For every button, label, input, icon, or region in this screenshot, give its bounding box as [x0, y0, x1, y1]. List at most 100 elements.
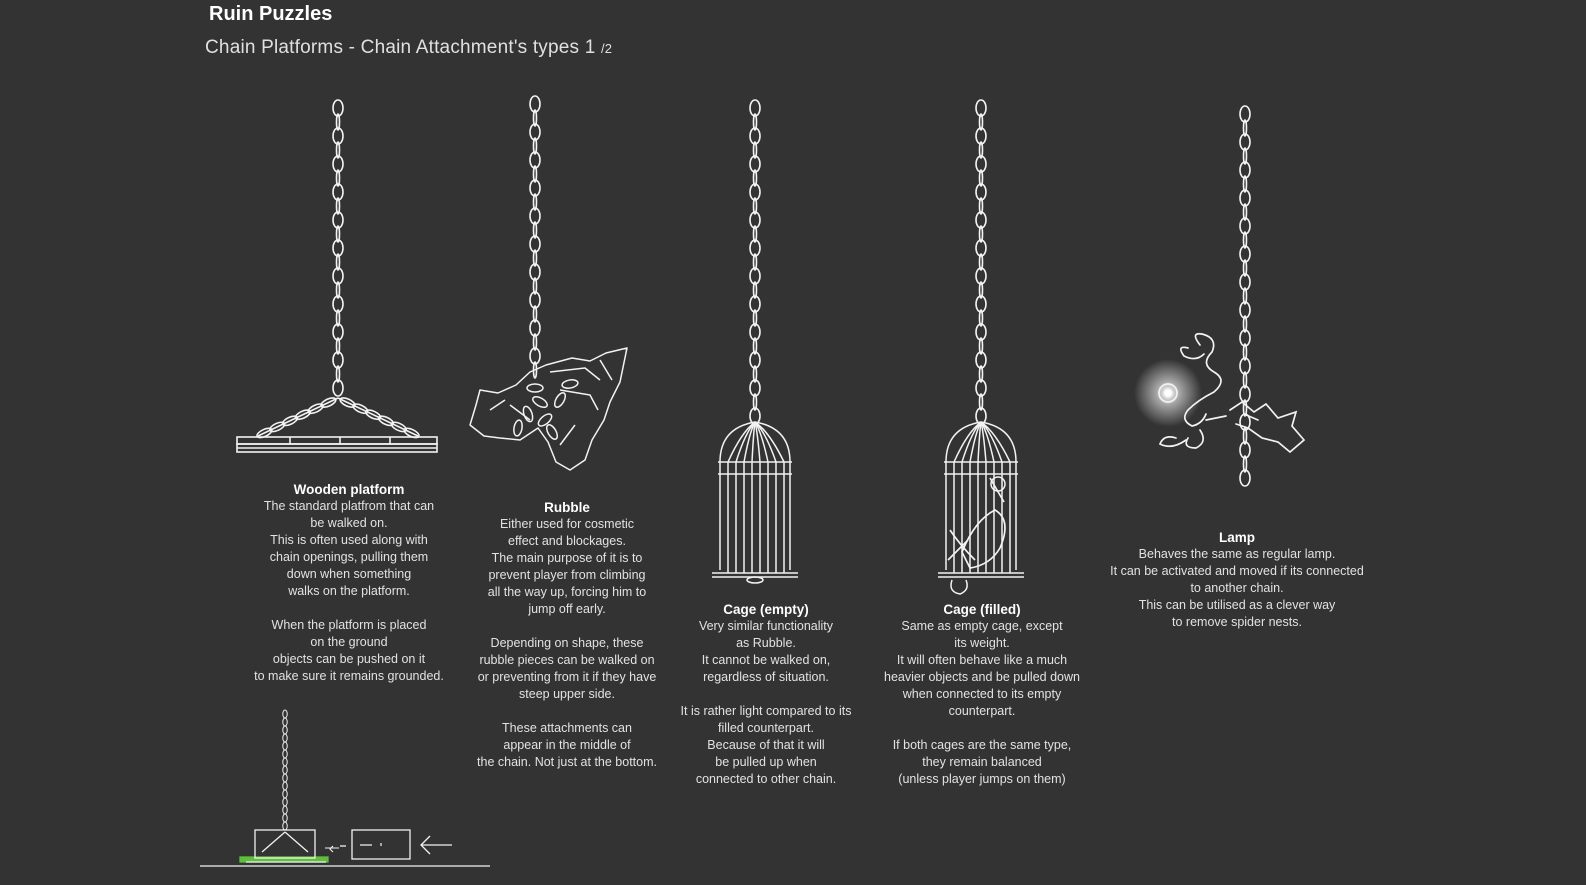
description-line: It cannot be walked on, [701, 653, 831, 667]
description-line: chain openings, pulling them [269, 550, 429, 564]
description-line: walks on the platform. [288, 584, 410, 598]
wooden-platform-illustration [236, 397, 438, 453]
description-line: steep upper side. [519, 687, 615, 701]
page-subtitle: Chain Platforms - Chain Attachment's typ… [205, 37, 612, 59]
chain-link [749, 295, 761, 313]
chain-link [282, 733, 288, 743]
description-line: to another chain. [1190, 581, 1284, 595]
attachment-name: Rubble [544, 500, 590, 515]
description-line: to make sure it remains grounded. [254, 669, 444, 683]
chain-link [339, 397, 356, 408]
chain-link [975, 99, 987, 117]
chain-link [1239, 189, 1251, 207]
chain-link [1242, 399, 1248, 417]
description-line: Same as empty cage, except [901, 619, 1063, 633]
chain-link [978, 337, 984, 355]
chain-link [529, 347, 541, 365]
chain-link [282, 749, 288, 759]
chain-link [978, 365, 984, 383]
description-line: Behaves the same as regular lamp. [1138, 547, 1336, 561]
chain-link [335, 281, 341, 299]
chain-link [526, 383, 544, 393]
chain-link [752, 337, 758, 355]
description-line: If both cages are the same type, [892, 738, 1072, 752]
chain-link [752, 141, 758, 159]
chain-link [1242, 231, 1248, 249]
attachment-rubble: Rubble Either used for cosmetic effect and… [464, 499, 670, 771]
chain-link [529, 263, 541, 281]
chain-link [335, 169, 341, 187]
chain-link [975, 127, 987, 145]
chain-link [282, 757, 288, 767]
chain-link [975, 211, 987, 229]
chain-link [749, 323, 761, 341]
attachment-lamp: Lamp Behaves the same as regular lamp. It … [1092, 529, 1382, 631]
chain-link [1242, 343, 1248, 361]
description-line: This can be utilised as a clever way [1138, 598, 1336, 612]
chain-link [532, 137, 538, 155]
chain-link [978, 113, 984, 131]
chain-link [749, 239, 761, 257]
chain-link [332, 379, 344, 397]
grounded-platform-push-diagram [200, 709, 490, 867]
chain-link [975, 295, 987, 313]
chain-link [1242, 455, 1248, 473]
chain-link [553, 392, 567, 408]
chain-link [282, 821, 288, 831]
chain-link [1242, 287, 1248, 305]
chain-link [1242, 175, 1248, 193]
chain-link [1239, 133, 1251, 151]
description-line: all the way up, forcing him to [487, 585, 647, 599]
chain-link [749, 183, 761, 201]
chain-link [1239, 161, 1251, 179]
chain-link [752, 169, 758, 187]
chain-link [1239, 441, 1251, 459]
subtitle-text: Chain Platforms - Chain Attachment's typ… [205, 37, 596, 58]
paragraph-gap [666, 686, 866, 703]
description-line: rubble pieces can be walked on [479, 653, 655, 667]
description-line: prevent player from climbing [488, 568, 646, 582]
chain-link [282, 789, 288, 799]
chain-link [537, 413, 553, 427]
chain-link [1239, 329, 1251, 347]
page-title: Ruin Puzzles [209, 3, 333, 25]
chain-link [282, 717, 288, 727]
chain-link [1242, 371, 1248, 389]
description-line: It can be activated and moved if its con… [1110, 564, 1364, 578]
chain-link [752, 365, 758, 383]
chain-link [532, 165, 538, 183]
attachment-name: Cage (empty) [723, 602, 809, 617]
chain-link [320, 397, 337, 408]
chain-link [513, 419, 523, 437]
chain-link [282, 773, 288, 783]
chain-link [332, 351, 344, 369]
chain-link [332, 127, 344, 145]
chain-link [1242, 259, 1248, 277]
description-line: appear in the middle of [503, 738, 631, 752]
description-line: It is rather light compared to its [680, 704, 852, 718]
description-line: The standard platfrom that can [263, 499, 435, 513]
description-line: they remain balanced [922, 755, 1042, 769]
attachment-wooden-platform: Wooden platform The standard platfrom tha… [244, 481, 454, 685]
chain-link [332, 267, 344, 285]
chain-link [1239, 217, 1251, 235]
chain-link [532, 277, 538, 295]
page-marker: /2 [600, 41, 613, 56]
chain-link [561, 379, 579, 389]
chain-link [749, 211, 761, 229]
chain-link [975, 155, 987, 173]
chain-link [1239, 245, 1251, 263]
attachment-name: Wooden platform [293, 482, 405, 497]
description-line: Because of that it will [707, 738, 825, 752]
paragraph-gap [464, 618, 670, 635]
description-line: when connected to its empty [902, 687, 1062, 701]
chain-link [522, 405, 534, 423]
description-line: effect and blockages. [508, 534, 626, 548]
chain-link [752, 225, 758, 243]
chain-link [975, 351, 987, 369]
chain-link [532, 305, 538, 323]
chain-link [975, 267, 987, 285]
chain-link [749, 379, 761, 397]
chain-link [749, 127, 761, 145]
